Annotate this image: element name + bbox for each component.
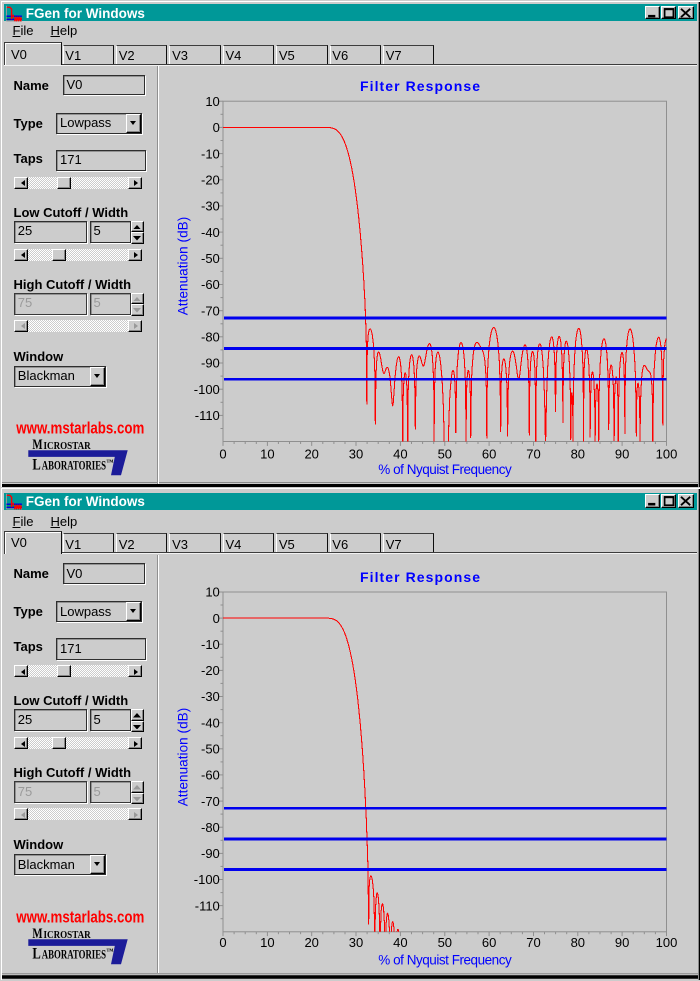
svg-text:80: 80 [571,935,585,950]
svg-text:-100: -100 [194,872,220,887]
svg-text:40: 40 [393,447,407,462]
svg-text:-50: -50 [201,741,220,756]
svg-text:100: 100 [656,447,678,462]
svg-text:40: 40 [393,935,407,950]
svg-text:Attenuation (dB): Attenuation (dB) [175,707,190,806]
svg-text:-60: -60 [201,767,220,782]
svg-text:10: 10 [205,94,219,109]
svg-text:M: M [32,437,42,453]
svg-text:-50: -50 [201,251,220,266]
svg-text:10: 10 [260,447,274,462]
svg-text:-40: -40 [201,225,220,240]
svg-text:M: M [32,926,42,942]
svg-text:-90: -90 [201,846,220,861]
svg-text:www.mstarlabs.com: www.mstarlabs.com [16,907,145,926]
svg-text:10: 10 [260,935,274,950]
svg-text:ABORATORIES: ABORATORIES [42,459,106,473]
svg-text:-80: -80 [201,330,220,345]
svg-text:% of Nyquist Frequency: % of Nyquist Frequency [378,462,512,477]
svg-text:0: 0 [213,120,220,135]
svg-text:Filter Response: Filter Response [360,568,480,584]
svg-text:-90: -90 [201,356,220,371]
svg-text:ICROSTAR: ICROSTAR [44,929,92,941]
svg-text:-110: -110 [195,408,220,423]
svg-text:60: 60 [482,935,496,950]
svg-text:20: 20 [304,447,318,462]
svg-text:-70: -70 [201,793,220,808]
svg-text:90: 90 [615,447,629,462]
svg-text:-20: -20 [201,173,220,188]
svg-text:-110: -110 [195,898,220,913]
svg-text:10: 10 [205,584,219,599]
svg-text:80: 80 [571,447,585,462]
svg-text:-20: -20 [201,663,220,678]
svg-text:70: 70 [526,447,540,462]
svg-text:™: ™ [106,457,114,466]
svg-text:90: 90 [615,935,629,950]
svg-text:0: 0 [213,610,220,625]
svg-text:www.mstarlabs.com: www.mstarlabs.com [16,418,145,437]
svg-text:L: L [32,945,40,962]
svg-text:0: 0 [219,935,226,950]
svg-text:60: 60 [482,447,496,462]
svg-text:-80: -80 [201,819,220,834]
svg-text:L: L [32,457,40,474]
svg-text:-70: -70 [201,303,220,318]
svg-text:70: 70 [526,935,540,950]
svg-text:100: 100 [656,935,678,950]
svg-text:-40: -40 [201,715,220,730]
svg-text:ICROSTAR: ICROSTAR [44,440,92,452]
svg-text:-100: -100 [194,382,220,397]
svg-text:-30: -30 [201,689,220,704]
svg-text:0: 0 [219,447,226,462]
svg-text:30: 30 [349,935,363,950]
svg-text:% of Nyquist Frequency: % of Nyquist Frequency [378,952,512,967]
svg-text:20: 20 [304,935,318,950]
svg-text:50: 50 [438,935,452,950]
svg-text:-10: -10 [201,146,220,161]
svg-text:-60: -60 [201,277,220,292]
svg-text:Filter Response: Filter Response [360,78,480,94]
svg-text:Attenuation (dB): Attenuation (dB) [175,217,190,316]
svg-text:-10: -10 [201,636,220,651]
svg-text:-30: -30 [201,199,220,214]
svg-text:™: ™ [106,946,114,955]
svg-text:30: 30 [349,447,363,462]
svg-text:50: 50 [438,447,452,462]
svg-text:ABORATORIES: ABORATORIES [42,947,106,961]
